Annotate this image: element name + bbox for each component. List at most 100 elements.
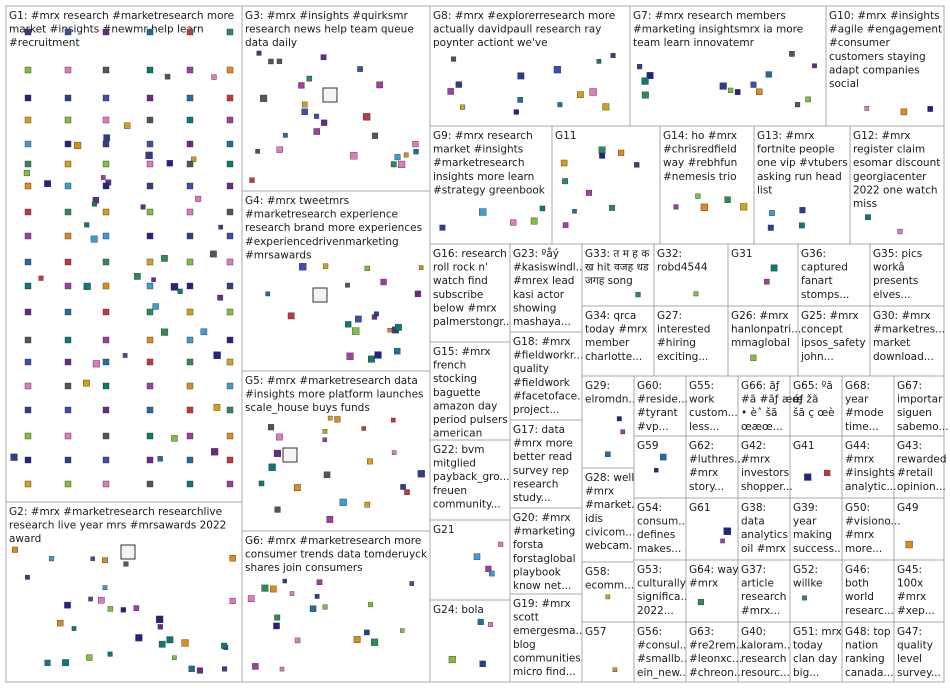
graph-node	[400, 628, 405, 633]
group-cell-g35	[869, 243, 945, 307]
graph-node	[146, 382, 154, 390]
graph-node	[299, 263, 307, 271]
group-label-line: G24: bola	[433, 604, 484, 616]
group-label-g25: G25: #mrx concept ipsos_safety john...	[800, 310, 866, 363]
graph-node	[322, 437, 328, 443]
graph-node	[186, 208, 194, 216]
graph-node	[596, 58, 602, 64]
group-label-line: less...	[689, 421, 719, 433]
group-label-line: article	[741, 578, 774, 590]
graph-node	[161, 255, 168, 262]
graph-node	[403, 152, 409, 158]
group-label-g54: G54: consum... defines makes...	[637, 502, 688, 555]
graph-node	[267, 424, 275, 431]
group-label-line: G47:	[897, 626, 922, 638]
group-label-line: œæœ...	[741, 421, 783, 433]
group-label-line: ein_new...	[637, 667, 689, 679]
graph-node	[322, 604, 328, 610]
graph-node	[146, 308, 154, 316]
group-label-line: G43:	[897, 440, 922, 452]
graph-node	[226, 406, 234, 414]
group-cell-g24	[429, 599, 511, 683]
group-label-line: #re2rem...	[689, 640, 746, 652]
group-label-g58: G58: ecomm...	[585, 566, 634, 592]
group-label-line: sabemo...	[897, 421, 949, 433]
group-label-line: #marketresearch experience	[245, 209, 398, 221]
group-label-line: mitglied	[433, 458, 476, 470]
group-label-line: below #mrx	[433, 302, 497, 314]
graph-node	[24, 28, 32, 36]
group-label-g40: G40: kaloram... research resourc...	[741, 626, 794, 679]
group-label-line: stocking	[433, 373, 477, 385]
group-label-g11: G11	[555, 130, 577, 142]
graph-node	[727, 87, 734, 93]
group-cell-g4	[241, 190, 431, 372]
group-label-g26: G26: #mrx hanlonpatri... mmaglobal	[731, 310, 801, 349]
graph-node	[166, 636, 174, 644]
group-cell-g39	[789, 497, 843, 561]
graph-node	[273, 449, 281, 457]
group-label-line: #agile #engagement	[829, 24, 942, 36]
graph-node	[186, 140, 194, 148]
graph-node	[120, 607, 126, 613]
group-cell-g57	[581, 621, 635, 683]
group-label-line: researc...	[845, 605, 894, 617]
group-label-line: market	[873, 337, 910, 349]
group-label-g22: G22: bvm mitglied payback_gro... freuen comm…	[433, 444, 510, 510]
graph-node	[418, 265, 424, 270]
graph-node	[134, 273, 141, 280]
graph-node	[477, 618, 484, 625]
graph-node	[226, 456, 234, 464]
group-label-g17: G17: data #mrx more better read survey rep r…	[513, 424, 573, 504]
group-label-line: defines	[637, 529, 675, 541]
group-label-g8: G8: #mrx #explorerresearch more actually …	[433, 10, 615, 49]
graph-node	[398, 160, 406, 168]
group-label-line: G22: bvm	[433, 444, 484, 456]
graph-node	[24, 480, 32, 488]
graph-node	[314, 113, 320, 119]
graph-node	[151, 277, 156, 282]
group-label-line: hanlonpatri...	[731, 324, 801, 336]
group-label-g5: G5: #mrx #marketresearch data #insights m…	[245, 375, 424, 414]
group-label-line: analytics	[741, 529, 788, 541]
graph-node	[186, 456, 194, 464]
group-label-line: G36:	[801, 248, 826, 260]
graph-node	[186, 336, 194, 344]
graph-node	[226, 258, 234, 266]
group-label-line: #retail	[897, 467, 933, 479]
graph-node	[24, 140, 32, 148]
graph-node	[734, 89, 741, 95]
graph-node	[865, 214, 871, 221]
graph-node	[371, 638, 379, 646]
group-label-line: workâ	[873, 262, 905, 274]
graph-node	[412, 140, 419, 148]
group-label-line: canada...	[845, 667, 893, 679]
group-label-line: éƒ žã	[793, 394, 818, 406]
graph-node	[24, 232, 32, 240]
group-label-line: G52:	[793, 564, 818, 576]
group-cell-g36	[797, 243, 871, 307]
group-label-g59: G59	[637, 440, 659, 452]
group-cell-g50	[841, 497, 895, 561]
group-label-g43: G43: rewarded #retail opinion...	[897, 440, 947, 493]
graph-node	[146, 182, 154, 190]
group-label-line: siguen	[897, 407, 932, 419]
group-label-g9: G9: #mrx research market #insights #market…	[433, 130, 546, 196]
group-label-line: G35: pics	[873, 248, 922, 260]
group-label-line: G51: mrx	[793, 626, 842, 638]
graph-node	[102, 208, 110, 216]
group-label-line: quality	[897, 640, 933, 652]
graph-node	[610, 52, 616, 58]
group-label-line: G27:	[657, 310, 682, 322]
group-label-line: G3: #mrx #insights #quirksmr	[245, 10, 408, 22]
graph-node	[195, 195, 202, 202]
group-cell-g30	[869, 305, 945, 377]
graph-node	[158, 640, 166, 648]
group-label-line: customers staying	[829, 51, 926, 63]
group-label-line: #consul...	[637, 640, 690, 652]
graph-node	[353, 636, 361, 644]
group-cell-g22	[429, 439, 511, 521]
graph-node	[414, 290, 422, 298]
graph-node	[91, 201, 97, 207]
group-cell-g63	[685, 621, 739, 683]
